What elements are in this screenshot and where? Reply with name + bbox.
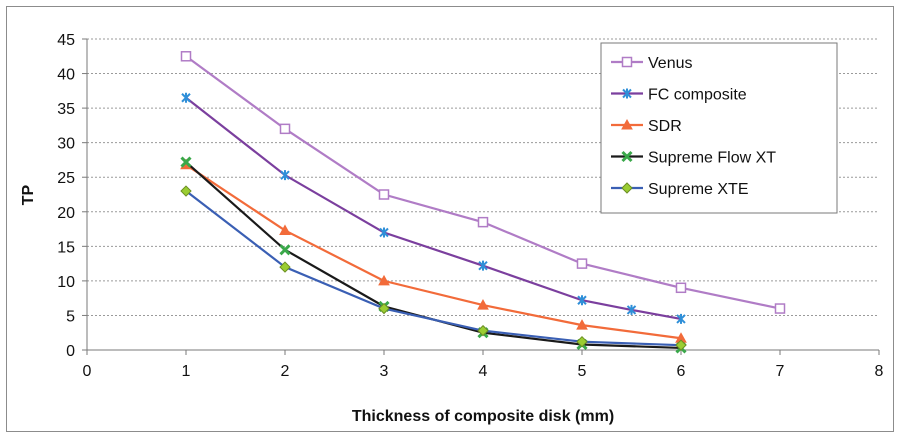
data-point <box>774 303 786 314</box>
y-tick-label: 25 <box>57 170 75 187</box>
legend-label: SDR <box>648 118 682 135</box>
y-axis-title: TP <box>20 184 37 205</box>
x-tick-label: 0 <box>83 363 92 380</box>
legend-label: FC composite <box>648 87 747 104</box>
y-tick-label: 35 <box>57 101 75 118</box>
x-tick-label: 7 <box>776 363 785 380</box>
data-point <box>378 274 390 286</box>
data-point <box>378 189 390 200</box>
legend-box <box>600 42 838 214</box>
x-tick-label: 4 <box>479 363 488 380</box>
y-tick-label: 0 <box>66 343 75 360</box>
data-point <box>180 51 192 62</box>
data-point <box>379 227 389 238</box>
data-point <box>280 170 290 181</box>
data-point <box>477 299 489 310</box>
legend-swatch-marker <box>621 182 633 194</box>
data-point <box>577 295 587 306</box>
legend-item: SDR <box>611 118 682 135</box>
legend-item: Supreme XTE <box>611 181 748 198</box>
data-point <box>378 302 390 315</box>
x-tick-label: 6 <box>677 363 686 380</box>
y-tick-label: 10 <box>57 274 75 291</box>
data-point <box>576 335 588 348</box>
x-axis-title: Thickness of composite disk (mm) <box>352 408 614 425</box>
y-tick-label: 15 <box>57 239 75 256</box>
data-point <box>181 92 191 103</box>
data-point <box>477 216 489 228</box>
legend-swatch-marker <box>621 56 633 68</box>
legend-swatch-marker <box>621 150 633 163</box>
series-line <box>185 163 682 340</box>
series-supreme-xte <box>180 185 687 351</box>
legend-item: Venus <box>611 55 692 72</box>
legend-item: Supreme Flow XT <box>611 150 776 167</box>
data-point <box>279 244 291 256</box>
data-point <box>180 156 192 168</box>
y-tick-label: 20 <box>57 205 75 222</box>
data-point <box>626 304 637 315</box>
series-line <box>185 190 682 347</box>
x-tick-label: 1 <box>182 363 191 380</box>
x-tick-label: 5 <box>578 363 587 380</box>
series-fc-composite <box>181 92 686 324</box>
legend-label: Venus <box>648 55 692 72</box>
data-point <box>279 224 291 235</box>
data-point <box>676 313 686 324</box>
data-point <box>477 324 489 337</box>
series-venus <box>180 51 786 314</box>
legend: Venus FC composite SDR Supreme Flow XT Supre… <box>600 42 838 214</box>
data-point <box>279 261 291 273</box>
data-series <box>180 51 786 354</box>
data-point <box>180 185 192 197</box>
y-tick-label: 45 <box>57 32 75 49</box>
x-tick-label: 2 <box>281 363 290 380</box>
legend-label: Supreme Flow XT <box>648 150 776 167</box>
data-point <box>576 258 588 269</box>
axes <box>82 38 880 355</box>
data-point <box>279 123 291 135</box>
data-point <box>675 282 687 294</box>
data-point <box>478 260 488 271</box>
y-tick-label: 40 <box>57 67 75 84</box>
legend-swatch-marker <box>622 88 632 99</box>
data-point <box>576 319 588 330</box>
legend-label: Supreme XTE <box>648 181 748 198</box>
legend-swatch-marker <box>621 118 633 130</box>
data-point <box>675 339 687 351</box>
x-tick-label: 8 <box>875 363 884 380</box>
chart-frame: 0 5 10 15 20 25 30 35 40 45 0 1 2 3 4 5 6 7 8 Venus FC comp… <box>6 6 894 432</box>
y-tick-label: 30 <box>57 136 75 153</box>
legend-item: FC composite <box>611 87 747 104</box>
y-tick-label: 5 <box>66 308 75 325</box>
x-tick-label: 3 <box>380 363 389 380</box>
